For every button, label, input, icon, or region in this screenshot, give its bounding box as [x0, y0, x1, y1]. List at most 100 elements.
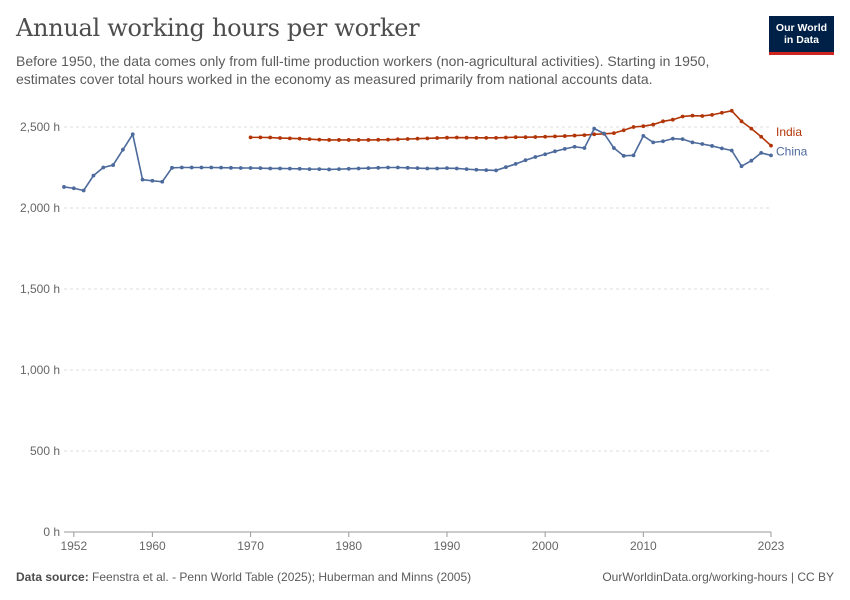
data-point-india [572, 133, 577, 138]
data-source-label: Data source: [16, 570, 89, 584]
data-point-china [160, 179, 165, 184]
axes: 0 h 500 h 1,000 h 1,500 h 2,000 h 2,500 h 1952… [20, 120, 785, 553]
data-point-india [523, 135, 528, 140]
data-point-china [81, 188, 86, 193]
data-point-china [572, 144, 577, 149]
data-point-china [199, 165, 204, 170]
data-point-india [749, 126, 754, 131]
data-point-india [631, 125, 636, 129]
data-source: Data source: Feenstra et al. - Penn Worl… [16, 570, 471, 584]
data-point-china [759, 151, 764, 155]
data-point-india [454, 135, 459, 140]
source-link[interactable]: OurWorldinData.org/working-hours | CC BY [602, 570, 834, 584]
data-point-india [611, 131, 616, 136]
data-point-china [435, 166, 440, 171]
data-point-china [121, 147, 125, 152]
data-point-china [71, 186, 76, 191]
data-point-india [464, 135, 469, 140]
grid-lines [64, 126, 771, 452]
data-point-china [189, 165, 194, 170]
data-point-china [317, 167, 322, 172]
data-point-china [749, 158, 754, 163]
data-point-india [248, 135, 253, 140]
data-point-india [405, 137, 410, 141]
data-point-china [170, 165, 174, 170]
x-tick-label: 2000 [532, 539, 559, 553]
data-point-india [278, 136, 282, 140]
data-point-china [464, 167, 469, 172]
data-point-india [553, 134, 557, 139]
data-point-china [680, 137, 685, 142]
data-point-china [337, 167, 341, 172]
data-point-china [602, 131, 606, 136]
data-point-india [415, 136, 420, 141]
data-point-india [376, 137, 381, 142]
data-point-china [670, 136, 675, 141]
data-point-china [346, 166, 351, 171]
data-point-india [651, 122, 656, 127]
x-tick-label: 1960 [139, 539, 166, 553]
data-point-china [101, 165, 106, 170]
data-point-china [209, 165, 214, 170]
x-tick-label: 1970 [237, 539, 264, 553]
x-tick-label: 1952 [60, 539, 87, 553]
data-point-india [759, 134, 764, 139]
data-point-india [661, 119, 665, 124]
data-point-india [346, 138, 351, 142]
data-point-china [454, 166, 459, 171]
data-point-india [592, 132, 597, 137]
data-point-india [356, 138, 361, 142]
y-tick-label: 2,000 h [20, 201, 60, 215]
logo-line-1: Our World [775, 22, 828, 34]
data-point-china [720, 146, 724, 151]
data-point-china [611, 146, 616, 150]
data-point-china [592, 126, 597, 131]
data-point-china [150, 178, 155, 183]
data-point-india [513, 135, 518, 140]
data-point-china [503, 165, 508, 170]
data-point-china [268, 166, 273, 171]
y-tick-label: 1,500 h [20, 282, 60, 296]
data-point-india [710, 112, 714, 117]
data-point-india [720, 110, 724, 115]
data-point-india [386, 137, 390, 142]
data-point-india [769, 143, 773, 148]
data-point-china [425, 166, 430, 171]
data-point-india [543, 134, 548, 139]
data-point-china [297, 166, 302, 171]
data-point-china [238, 166, 243, 170]
data-point-india [484, 135, 489, 140]
data-source-text[interactable]: Feenstra et al. - Penn World Table (2025… [92, 570, 472, 584]
data-point-india [690, 113, 695, 118]
data-point-china [523, 158, 528, 163]
data-point-india [287, 136, 292, 141]
data-point-india [739, 119, 744, 124]
data-point-china [327, 167, 332, 172]
data-point-china [258, 166, 263, 171]
data-point-india [562, 134, 567, 138]
data-point-china [562, 146, 567, 151]
data-point-india [307, 137, 312, 142]
data-point-india [297, 136, 302, 141]
data-point-china [287, 166, 292, 171]
data-point-china [543, 152, 548, 157]
data-point-china [494, 168, 498, 173]
data-point-india [729, 108, 734, 113]
data-point-china [140, 177, 145, 182]
data-point-china [386, 165, 390, 170]
data-point-india [670, 117, 675, 122]
y-tick-label: 500 h [30, 444, 60, 458]
x-tick-label: 2023 [758, 539, 785, 553]
data-point-india [435, 136, 440, 140]
data-point-india [503, 135, 508, 140]
data-point-india [445, 135, 449, 140]
owid-logo[interactable]: Our World in Data [769, 16, 834, 55]
data-point-china [484, 168, 489, 172]
data-point-india [621, 128, 626, 133]
series-labels: India China [776, 125, 808, 158]
series-label-india: India [776, 125, 802, 139]
data-point-china [356, 166, 361, 171]
y-tick-label: 2,500 h [20, 120, 60, 134]
data-point-india [474, 135, 479, 140]
